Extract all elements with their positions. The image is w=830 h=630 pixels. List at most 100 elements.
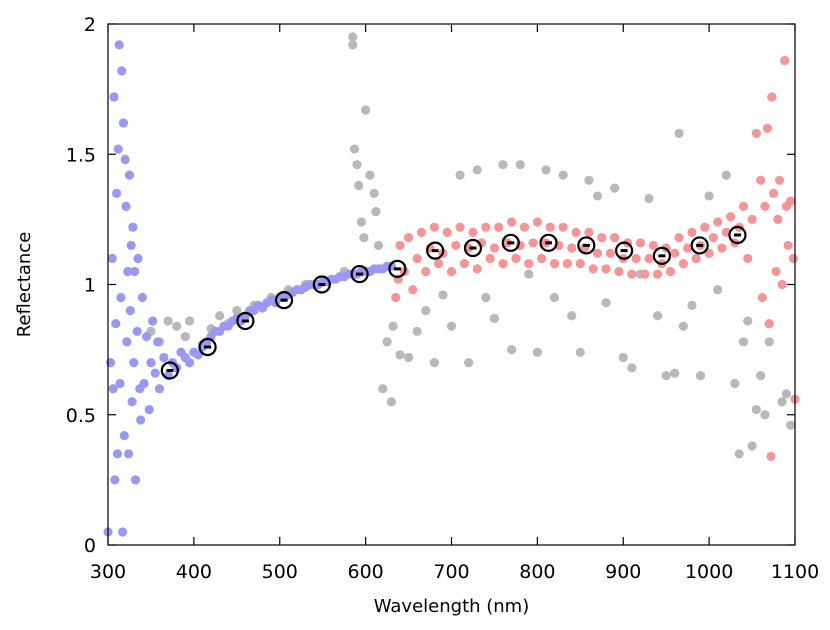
mean-marker <box>577 236 596 255</box>
scatter-point-blue <box>125 305 135 316</box>
scatter-point-red <box>442 227 452 237</box>
scatter-point-red <box>674 233 684 243</box>
scatter-point-red <box>459 259 469 269</box>
scatter-point-gray <box>678 321 688 331</box>
scatter-point-gray <box>365 170 375 180</box>
scatter-point-blue <box>128 222 138 232</box>
scatter-point-red <box>766 451 776 462</box>
scatter-point-blue <box>118 118 129 128</box>
scatter-point-blue <box>144 404 154 415</box>
scatter-point-gray <box>721 170 731 180</box>
scatter-point-gray <box>687 300 697 310</box>
scatter-point-red <box>700 222 710 232</box>
scatter-point-blue <box>124 170 135 180</box>
scatter-point-blue <box>115 378 125 389</box>
scatter-point-blue <box>129 358 139 368</box>
scatter-point-red <box>489 243 500 253</box>
scatter-point-red <box>549 259 560 269</box>
scatter-point-red <box>421 266 431 277</box>
scatter-point-gray <box>743 316 753 326</box>
scatter-point-red <box>567 243 577 253</box>
scatter-point-gray <box>412 326 422 336</box>
scatter-point-red <box>717 243 727 253</box>
scatter-point-gray <box>359 233 369 243</box>
scatter-point-red <box>446 266 457 277</box>
scatter-point-red <box>725 212 736 222</box>
scatter-point-gray <box>403 352 414 363</box>
scatter-point-gray <box>627 363 637 373</box>
scatter-point-red <box>747 214 757 224</box>
scatter-point-blue <box>139 378 149 389</box>
scatter-point-blue <box>159 352 169 363</box>
x-tick-label: 800 <box>519 561 555 583</box>
scatter-point-gray <box>438 290 448 300</box>
x-tick-label: 1100 <box>771 561 819 583</box>
scatter-point-gray <box>524 269 534 279</box>
scatter-point-blue <box>111 318 121 329</box>
scatter-point-gray <box>618 352 628 363</box>
x-tick-label: 1000 <box>685 561 733 583</box>
scatter-point-blue <box>127 397 137 407</box>
scatter-point-blue <box>137 292 147 303</box>
scatter-point-red <box>601 264 611 274</box>
scatter-point-red <box>528 238 538 248</box>
scatter-point-red <box>545 222 555 232</box>
scatter-point-red <box>757 292 767 303</box>
mean-marker <box>388 259 407 278</box>
scatter-point-blue <box>142 332 152 342</box>
scatter-point-red <box>777 279 787 290</box>
scatter-point-gray <box>549 292 560 303</box>
scatter-point-gray <box>515 160 525 170</box>
scatter-point-red <box>571 227 581 237</box>
scatter-point-red <box>635 238 646 248</box>
scatter-point-red <box>416 227 427 237</box>
scatter-point-red <box>648 240 658 251</box>
scatter-point-gray <box>670 368 680 378</box>
scatter-point-blue <box>108 384 118 394</box>
scatter-point-red <box>644 253 654 264</box>
y-tick-label: 1.5 <box>66 144 96 166</box>
scatter-point-gray <box>232 305 242 316</box>
scatter-point-red <box>532 217 542 227</box>
scatter-point-red <box>768 188 779 198</box>
scatter-point-gray <box>180 332 190 342</box>
scatter-point-gray <box>348 32 358 42</box>
scatter-point-red <box>783 240 793 251</box>
scatter-point-gray <box>472 165 482 175</box>
scatter-point-red <box>640 269 650 279</box>
scatter-point-red <box>678 259 688 269</box>
scatter-point-red <box>485 253 495 264</box>
mean-marker <box>690 236 709 255</box>
scatter-point-blue <box>111 188 122 198</box>
scatter-point-blue <box>119 430 129 441</box>
scatter-point-red <box>631 253 641 264</box>
mean-marker <box>236 311 255 331</box>
scatter-point-gray <box>601 298 611 308</box>
x-tick-label: 900 <box>605 561 641 583</box>
scatter-point-red <box>756 175 766 185</box>
mean-marker <box>463 238 483 258</box>
scatter-point-gray <box>464 358 474 368</box>
scatter-point-gray <box>382 337 392 347</box>
scatter-point-gray <box>713 285 723 295</box>
scatter-point-blue <box>117 66 127 76</box>
scatter-point-red <box>558 222 568 232</box>
scatter-point-blue <box>123 266 133 277</box>
scatter-point-red <box>762 123 773 133</box>
scatter-point-gray <box>481 292 491 303</box>
scatter-point-blue <box>154 384 165 394</box>
scatter-point-red <box>767 92 777 102</box>
scatter-point-gray <box>507 345 517 355</box>
mean-marker <box>274 291 294 310</box>
plot-frame <box>107 23 796 546</box>
scatter-point-red <box>498 259 508 269</box>
scatter-point-red <box>408 285 418 295</box>
scatter-point-gray <box>558 170 568 180</box>
scatter-point-red <box>691 253 701 264</box>
scatter-point-red <box>511 253 521 264</box>
scatter-point-gray <box>429 358 439 368</box>
scatter-point-red <box>670 248 680 258</box>
scatter-point-red <box>771 266 781 277</box>
scatter-point-red <box>713 217 723 227</box>
scatter-point-gray <box>756 371 766 381</box>
